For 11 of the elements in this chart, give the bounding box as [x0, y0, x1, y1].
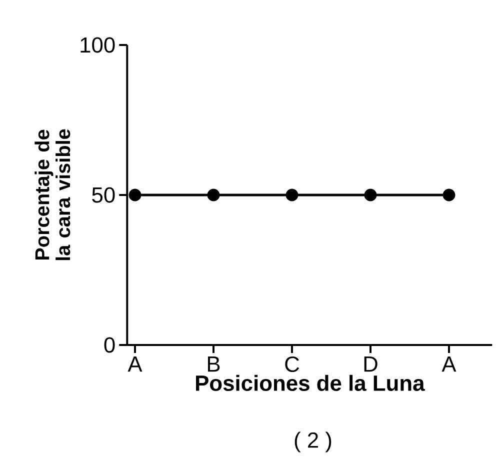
- x-tick-label: A: [128, 356, 142, 372]
- y-tick-label: 0: [104, 337, 115, 353]
- y-axis-title: Porcentaje de la cara visible: [34, 129, 70, 260]
- x-tick-label: A: [442, 356, 456, 372]
- y-tick-label: 50: [92, 187, 115, 203]
- y-tick-label: 100: [80, 37, 115, 53]
- x-tick-label: C: [285, 356, 300, 372]
- text: ( 2 ): [294, 432, 332, 452]
- x-axis-title: Posiciones de la Luna: [196, 374, 425, 391]
- x-tick-label: B: [208, 356, 220, 372]
- x-tick-label: D: [364, 356, 378, 372]
